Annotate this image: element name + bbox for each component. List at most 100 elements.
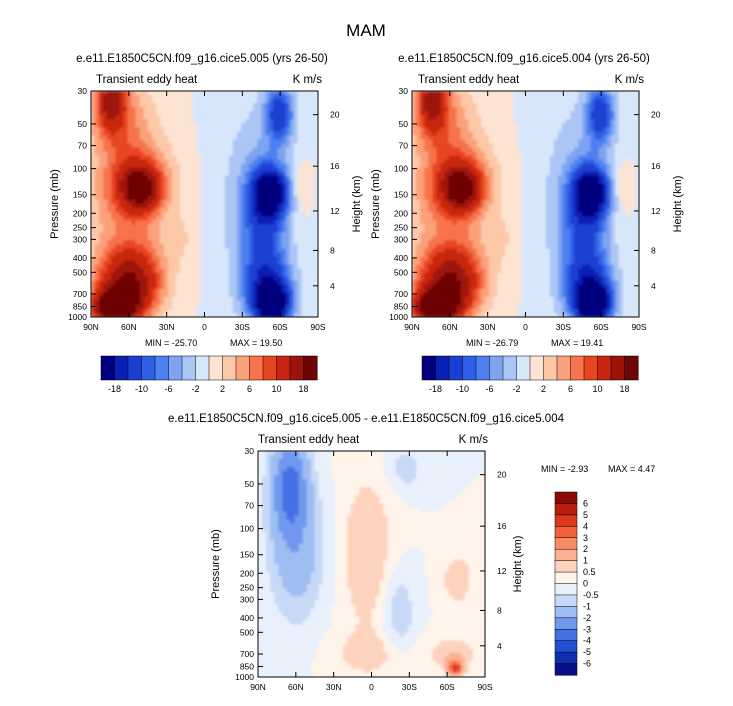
field-cell (196, 192, 201, 197)
field-cell (180, 164, 185, 169)
field-cell (140, 135, 145, 140)
field-cell (310, 143, 315, 148)
field-cell (436, 127, 441, 132)
field-cell (132, 119, 137, 124)
field-cell (253, 196, 258, 201)
field-cell (501, 192, 506, 197)
field-cell (148, 208, 153, 213)
field-cell (257, 244, 262, 249)
field-cell (160, 164, 165, 169)
field-cell (172, 143, 177, 148)
field-cell (481, 148, 486, 153)
field-cell (107, 127, 112, 132)
field-cell (501, 168, 506, 173)
field-cell (631, 131, 636, 136)
field-cell (306, 119, 311, 124)
field-cell (160, 176, 165, 181)
field-cell (156, 172, 161, 177)
field-cell (192, 252, 197, 257)
field-cell (521, 107, 526, 112)
field-cell (119, 91, 124, 96)
field-cell (103, 236, 108, 241)
field-cell (111, 204, 116, 209)
field-cell (241, 119, 246, 124)
field-cell (188, 196, 193, 201)
field-cell (225, 139, 230, 144)
field-cell (160, 156, 165, 161)
field-cell (310, 123, 315, 128)
field-cell (188, 204, 193, 209)
field-cell (517, 156, 522, 161)
field-cell (594, 123, 599, 128)
field-cell (444, 107, 449, 112)
field-cell (469, 131, 474, 136)
field-cell (530, 99, 535, 104)
field-cell (619, 91, 624, 96)
field-cell (534, 95, 539, 100)
field-cell (119, 281, 124, 286)
field-cell (249, 293, 254, 298)
field-cell (127, 212, 132, 217)
field-cell (509, 135, 514, 140)
field-cell (229, 204, 234, 209)
field-cell (160, 139, 165, 144)
field-cell (448, 135, 453, 140)
field-cell (570, 176, 575, 181)
field-cell (578, 184, 583, 189)
field-cell (448, 216, 453, 221)
field-cell (213, 156, 218, 161)
field-cell (566, 139, 571, 144)
field-cell (619, 160, 624, 165)
field-cell (416, 164, 421, 169)
field-cell (428, 127, 433, 132)
field-cell (168, 152, 173, 157)
field-cell (461, 143, 466, 148)
field-cell (261, 196, 266, 201)
field-cell (546, 204, 551, 209)
field-cell (481, 160, 486, 165)
field-cell (180, 285, 185, 290)
field-cell (594, 103, 599, 108)
panel-left-label: Transient eddy heat (96, 74, 198, 86)
field-cell (196, 99, 201, 104)
field-cell (465, 107, 470, 112)
field-cell (554, 200, 559, 205)
field-cell (168, 208, 173, 213)
field-cell (428, 196, 433, 201)
field-cell (188, 184, 193, 189)
field-cell (91, 248, 96, 253)
field-cell (148, 148, 153, 153)
field-cell (107, 99, 112, 104)
field-cell (196, 269, 201, 274)
field-cell (253, 139, 258, 144)
field-cell (237, 200, 242, 205)
field-cell (123, 220, 128, 225)
field-cell (160, 204, 165, 209)
field-cell (111, 277, 116, 282)
field-cell (144, 216, 149, 221)
field-cell (513, 172, 518, 177)
field-cell (465, 164, 470, 169)
field-cell (619, 123, 624, 128)
field-cell (245, 152, 250, 157)
field-cell (172, 111, 177, 116)
field-cell (574, 172, 579, 177)
field-cell (115, 252, 120, 257)
field-cell (453, 212, 458, 217)
field-cell (534, 143, 539, 148)
field-cell (164, 111, 169, 116)
field-cell (196, 277, 201, 282)
field-cell (111, 244, 116, 249)
field-cell (229, 273, 234, 278)
field-cell (489, 188, 494, 193)
field-cell (465, 103, 470, 108)
field-cell (302, 91, 307, 96)
field-cell (172, 204, 177, 209)
field-cell (574, 127, 579, 132)
field-cell (501, 127, 506, 132)
field-cell (136, 111, 141, 116)
field-cell (298, 252, 303, 257)
field-cell (298, 297, 303, 302)
field-cell (570, 123, 575, 128)
field-cell (249, 224, 254, 229)
